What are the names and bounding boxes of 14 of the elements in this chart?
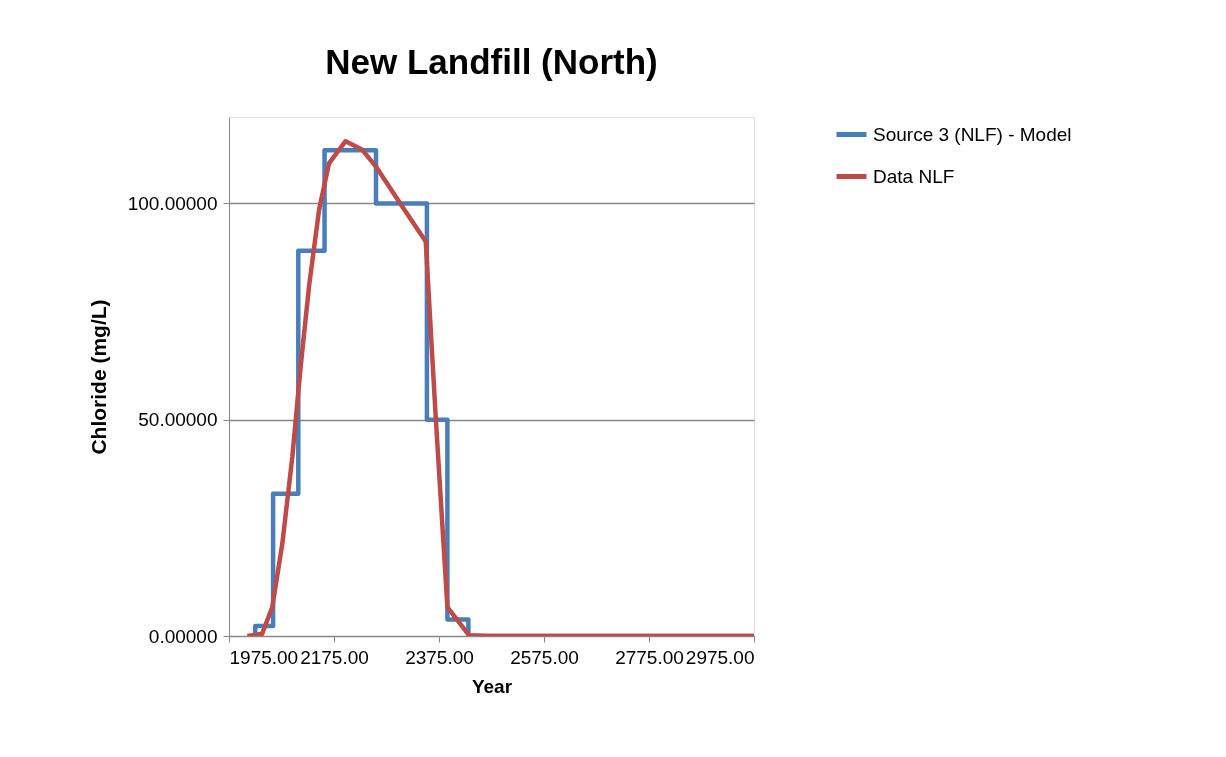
chart-title: New Landfill (North)	[325, 42, 658, 81]
y-tick-label: 0.00000	[148, 625, 218, 647]
x-tick-label: 2375.00	[405, 646, 474, 668]
y-axis-title: Chloride (mg/L)	[86, 299, 110, 455]
x-axis-title: Year	[471, 675, 513, 697]
y-tick-label: 100.00000	[127, 193, 218, 214]
legend-label: Data NLF	[873, 165, 955, 187]
x-tick-label: 2775.00	[615, 646, 684, 668]
y-tick-label: 50.00000	[138, 409, 218, 431]
legend-label: Source 3 (NLF) - Model	[873, 123, 1072, 145]
x-tick-label: 2175.00	[300, 646, 369, 668]
x-tick-label: 1975.00	[229, 646, 299, 668]
x-tick-label: 2575.00	[510, 646, 579, 668]
x-tick-label: 2975.00	[685, 646, 755, 668]
